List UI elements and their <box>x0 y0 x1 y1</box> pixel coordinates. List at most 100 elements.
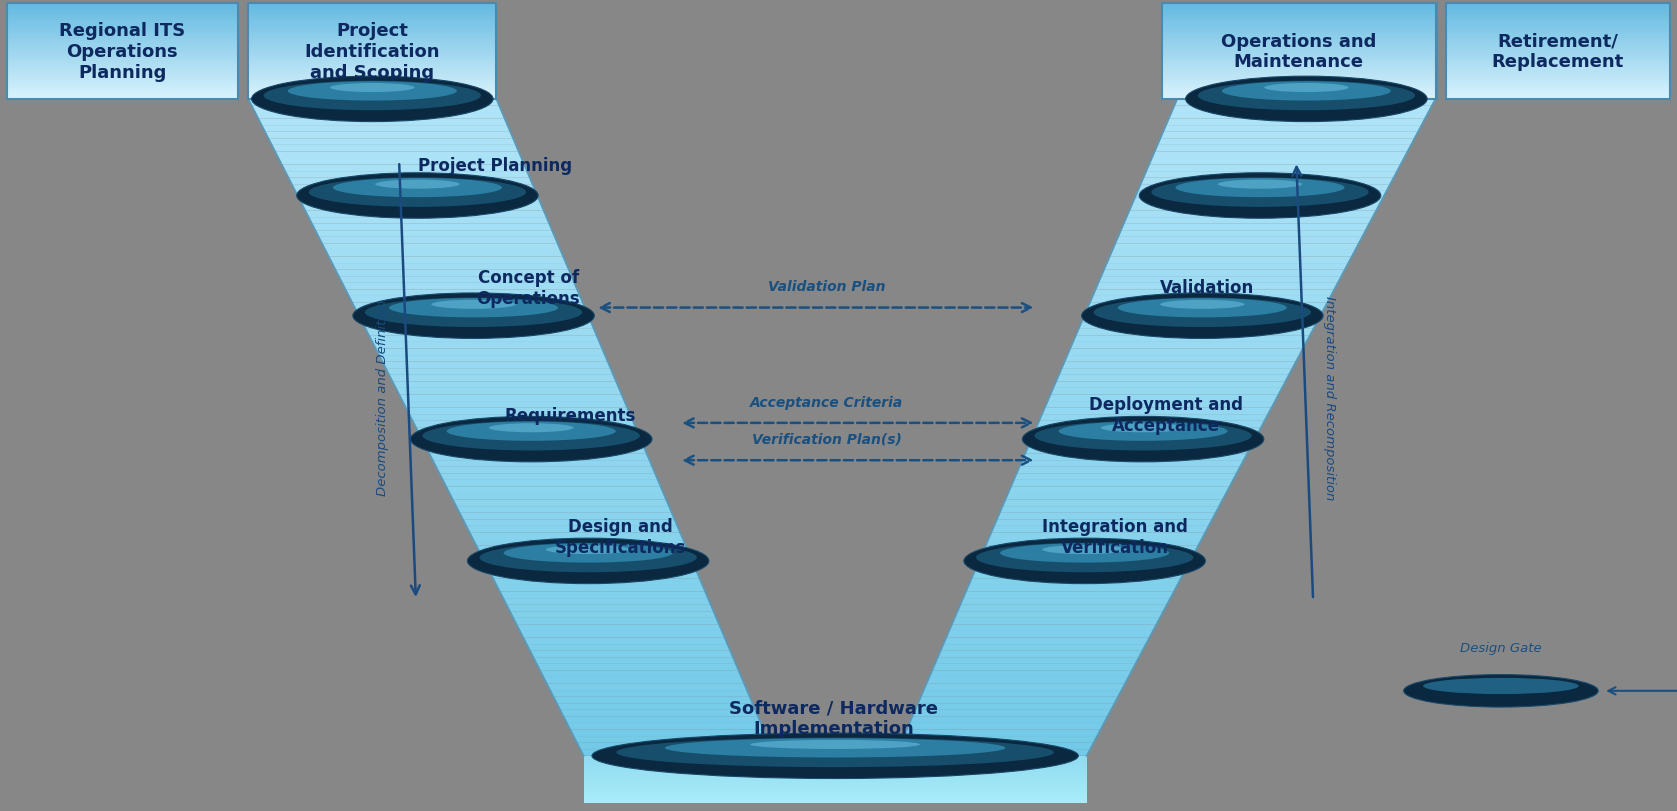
Bar <box>248 95 496 98</box>
Polygon shape <box>506 605 713 611</box>
Polygon shape <box>1067 349 1303 356</box>
Polygon shape <box>991 526 1209 533</box>
Bar <box>1446 28 1670 31</box>
Polygon shape <box>356 310 589 316</box>
Bar <box>1162 11 1436 14</box>
Polygon shape <box>429 454 649 461</box>
Bar <box>7 95 238 98</box>
Bar <box>1162 57 1436 59</box>
Bar <box>248 36 496 38</box>
Bar <box>7 11 238 14</box>
Polygon shape <box>907 723 1103 730</box>
Bar <box>1446 85 1670 88</box>
Ellipse shape <box>1100 423 1186 433</box>
Ellipse shape <box>503 543 672 563</box>
Bar <box>1162 4 1436 100</box>
Polygon shape <box>1110 251 1355 257</box>
Bar <box>248 53 496 56</box>
Bar <box>1446 68 1670 71</box>
Bar <box>7 24 238 27</box>
Ellipse shape <box>1404 675 1598 707</box>
Polygon shape <box>584 802 1087 803</box>
Polygon shape <box>1028 441 1254 448</box>
Bar <box>248 32 496 35</box>
Polygon shape <box>1011 480 1233 487</box>
Bar <box>1446 76 1670 79</box>
Polygon shape <box>1065 356 1300 363</box>
Ellipse shape <box>592 733 1078 779</box>
Bar <box>1446 30 1670 32</box>
Polygon shape <box>557 703 755 710</box>
Polygon shape <box>359 316 590 323</box>
Bar <box>7 32 238 35</box>
Polygon shape <box>563 716 761 723</box>
Text: Design and
Specifications: Design and Specifications <box>555 517 686 556</box>
Bar <box>1162 97 1436 100</box>
Bar <box>1446 57 1670 59</box>
Polygon shape <box>1073 336 1310 342</box>
Ellipse shape <box>297 174 538 219</box>
Bar <box>248 41 496 45</box>
Polygon shape <box>584 761 1087 762</box>
Bar <box>7 89 238 92</box>
Ellipse shape <box>309 178 527 208</box>
Polygon shape <box>436 467 656 474</box>
Bar <box>1446 92 1670 94</box>
Polygon shape <box>486 565 698 572</box>
Polygon shape <box>302 204 543 212</box>
Bar <box>248 15 496 18</box>
Polygon shape <box>1057 375 1290 382</box>
Polygon shape <box>1140 178 1394 185</box>
Bar <box>1446 11 1670 14</box>
Bar <box>248 92 496 94</box>
Bar <box>7 20 238 24</box>
Bar <box>1446 23 1670 25</box>
Text: Software / Hardware
Implementation: Software / Hardware Implementation <box>729 698 937 737</box>
Polygon shape <box>988 533 1206 539</box>
Ellipse shape <box>1218 180 1303 190</box>
Bar <box>248 24 496 27</box>
Bar <box>248 65 496 67</box>
Polygon shape <box>349 297 582 303</box>
Polygon shape <box>473 539 686 546</box>
Bar <box>7 13 238 15</box>
Ellipse shape <box>389 298 558 318</box>
Polygon shape <box>1169 113 1429 119</box>
Bar <box>248 30 496 32</box>
Polygon shape <box>392 382 619 388</box>
Bar <box>1162 44 1436 46</box>
Ellipse shape <box>252 77 493 122</box>
Bar <box>248 78 496 80</box>
Polygon shape <box>1008 487 1229 493</box>
Polygon shape <box>362 323 594 329</box>
Bar <box>1162 78 1436 80</box>
Polygon shape <box>1112 244 1358 251</box>
Polygon shape <box>1016 467 1241 474</box>
Polygon shape <box>1107 257 1352 264</box>
Polygon shape <box>550 690 750 697</box>
Polygon shape <box>584 780 1087 782</box>
Bar <box>248 82 496 84</box>
Text: Project Planning: Project Planning <box>418 157 572 175</box>
Bar <box>248 89 496 92</box>
Polygon shape <box>584 792 1087 793</box>
Polygon shape <box>584 775 1087 776</box>
Bar <box>1446 40 1670 42</box>
Polygon shape <box>584 785 1087 787</box>
Polygon shape <box>1023 454 1248 461</box>
Bar <box>248 74 496 77</box>
Bar <box>1446 67 1670 69</box>
Polygon shape <box>399 395 624 401</box>
Bar <box>7 3 238 6</box>
Polygon shape <box>584 784 1087 785</box>
Ellipse shape <box>1223 82 1390 101</box>
Bar <box>7 93 238 96</box>
Bar <box>248 7 496 10</box>
Polygon shape <box>941 644 1145 651</box>
Polygon shape <box>342 284 577 290</box>
Polygon shape <box>396 388 622 395</box>
Polygon shape <box>974 565 1187 572</box>
Polygon shape <box>584 769 1087 770</box>
Bar <box>7 36 238 38</box>
Bar <box>1162 79 1436 83</box>
